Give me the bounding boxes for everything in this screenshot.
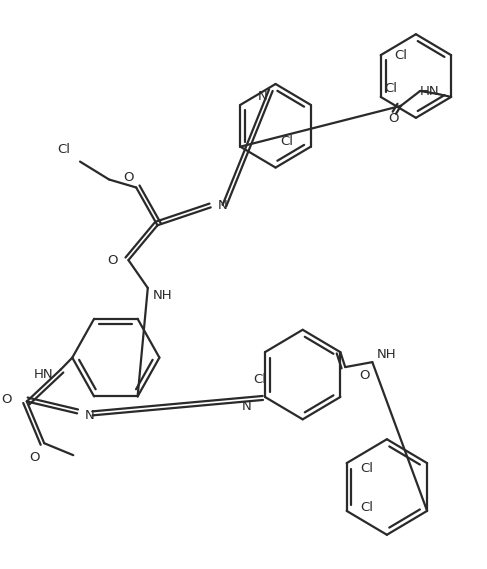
Text: O: O bbox=[359, 369, 369, 382]
Text: O: O bbox=[388, 112, 398, 125]
Text: Cl: Cl bbox=[57, 143, 70, 156]
Text: N: N bbox=[85, 409, 94, 422]
Text: Cl: Cl bbox=[385, 83, 397, 96]
Text: HN: HN bbox=[33, 368, 53, 381]
Text: Cl: Cl bbox=[281, 135, 293, 148]
Text: O: O bbox=[108, 254, 118, 267]
Text: NH: NH bbox=[152, 290, 172, 303]
Text: Cl: Cl bbox=[394, 48, 407, 61]
Text: O: O bbox=[1, 393, 11, 406]
Text: N: N bbox=[258, 90, 268, 104]
Text: Cl: Cl bbox=[360, 461, 373, 475]
Text: N: N bbox=[218, 199, 227, 212]
Text: HN: HN bbox=[420, 85, 440, 98]
Text: Cl: Cl bbox=[360, 501, 373, 514]
Text: O: O bbox=[123, 171, 134, 184]
Text: NH: NH bbox=[377, 348, 397, 361]
Text: O: O bbox=[29, 451, 40, 464]
Text: N: N bbox=[242, 401, 251, 414]
Text: Cl: Cl bbox=[254, 373, 266, 386]
